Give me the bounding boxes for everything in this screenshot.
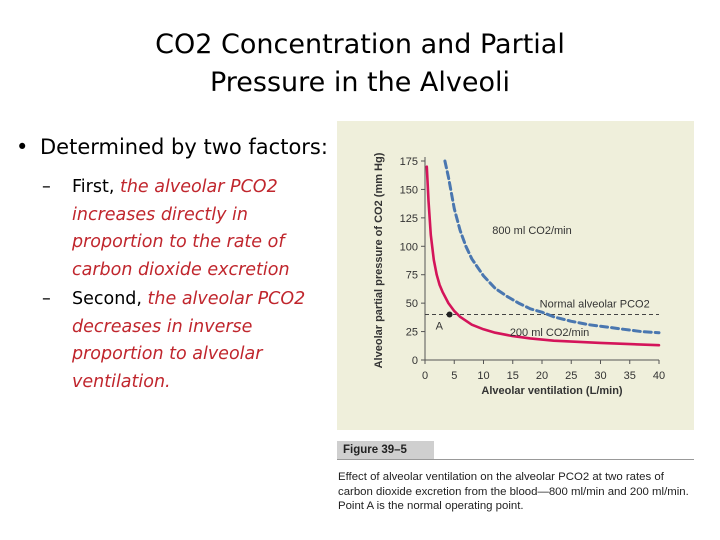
x-tick-label: 15 xyxy=(507,370,519,382)
series-line-800 xyxy=(443,159,661,335)
sub-bullet-prefix: First, xyxy=(72,177,115,197)
dash-icon: – xyxy=(42,289,51,309)
x-tick-label: 40 xyxy=(653,370,665,382)
series-label-800: 800 ml CO2/min xyxy=(492,225,571,237)
bullet-list: • Determined by two factors: – First, th… xyxy=(14,132,332,396)
y-tick-label: 100 xyxy=(400,241,418,253)
series-label-200: 200 ml CO2/min xyxy=(510,327,589,339)
x-axis-label: Alveolar ventilation (L/min) xyxy=(481,385,623,397)
y-tick-label: 25 xyxy=(406,327,418,339)
figure-caption-divider xyxy=(337,459,694,460)
y-axis-label: Alveolar partial pressure of CO2 (mm Hg) xyxy=(373,152,385,368)
x-tick-label: 30 xyxy=(594,370,606,382)
y-tick-label: 50 xyxy=(406,298,418,310)
point-a-marker xyxy=(446,311,453,318)
sub-bullet-text: the alveolar PCO2 increases directly in … xyxy=(72,177,290,280)
y-tick-label: 0 xyxy=(412,355,418,367)
x-tick-label: 20 xyxy=(536,370,548,382)
figure-label: Figure 39–5 xyxy=(337,441,434,459)
y-tick-label: 175 xyxy=(400,156,418,168)
x-tick-label: 0 xyxy=(422,370,428,382)
dash-icon: – xyxy=(42,177,51,197)
point-a-label: A xyxy=(436,321,444,333)
bullet-text: Determined by two factors: xyxy=(40,135,328,159)
sub-bullet-text: the alveolar PCO2 decreases in inverse p… xyxy=(72,289,306,392)
x-tick-label: 25 xyxy=(565,370,577,382)
reference-line-label: Normal alveolar PCO2 xyxy=(540,299,650,311)
title-line-2: Pressure in the Alveoli xyxy=(209,67,511,98)
figure-panel: 0 25 50 75 100 125 150 175 0 5 10 15 20 25 30 35 40 A 800… xyxy=(337,121,694,430)
series-line-200 xyxy=(425,165,661,347)
y-tick-label: 125 xyxy=(400,213,418,225)
slide-title: CO2 Concentration and Partial Pressure i… xyxy=(60,26,660,102)
sub-bullet-second: – Second, the alveolar PCO2 decreases in… xyxy=(14,286,332,396)
title-line-1: CO2 Concentration and Partial xyxy=(155,29,565,60)
sub-bullet-prefix: Second, xyxy=(72,289,142,309)
x-tick-label: 5 xyxy=(451,370,457,382)
sub-bullet-first: – First, the alveolar PCO2 increases dir… xyxy=(14,174,332,284)
x-tick-label: 35 xyxy=(624,370,636,382)
co2-ventilation-chart: 0 25 50 75 100 125 150 175 0 5 10 15 20 25 30 35 40 A 800… xyxy=(373,152,665,397)
y-tick-label: 150 xyxy=(400,184,418,196)
y-tick-label: 75 xyxy=(406,270,418,282)
bullet-item: • Determined by two factors: xyxy=(14,132,332,162)
bullet-dot-icon: • xyxy=(16,135,29,159)
figure-caption: Effect of alveolar ventilation on the al… xyxy=(338,471,689,512)
x-tick-label: 10 xyxy=(477,370,489,382)
